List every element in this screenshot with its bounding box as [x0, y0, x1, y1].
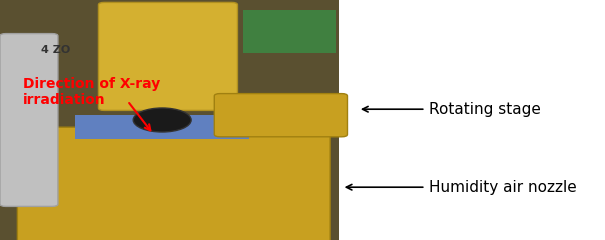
Bar: [339, 0, 579, 240]
Bar: [75, 115, 249, 139]
Bar: [243, 10, 336, 53]
Text: Rotating stage: Rotating stage: [428, 102, 540, 117]
Text: Humidity air nozzle: Humidity air nozzle: [428, 180, 577, 195]
Circle shape: [133, 108, 191, 132]
FancyBboxPatch shape: [99, 2, 237, 110]
Text: 4 ZO: 4 ZO: [41, 45, 70, 55]
FancyBboxPatch shape: [214, 94, 347, 137]
FancyBboxPatch shape: [18, 127, 330, 240]
Bar: [0, 0, 339, 240]
FancyBboxPatch shape: [0, 34, 58, 206]
Bar: [0, 0, 339, 240]
Text: Direction of X-ray
irradiation: Direction of X-ray irradiation: [23, 77, 160, 107]
